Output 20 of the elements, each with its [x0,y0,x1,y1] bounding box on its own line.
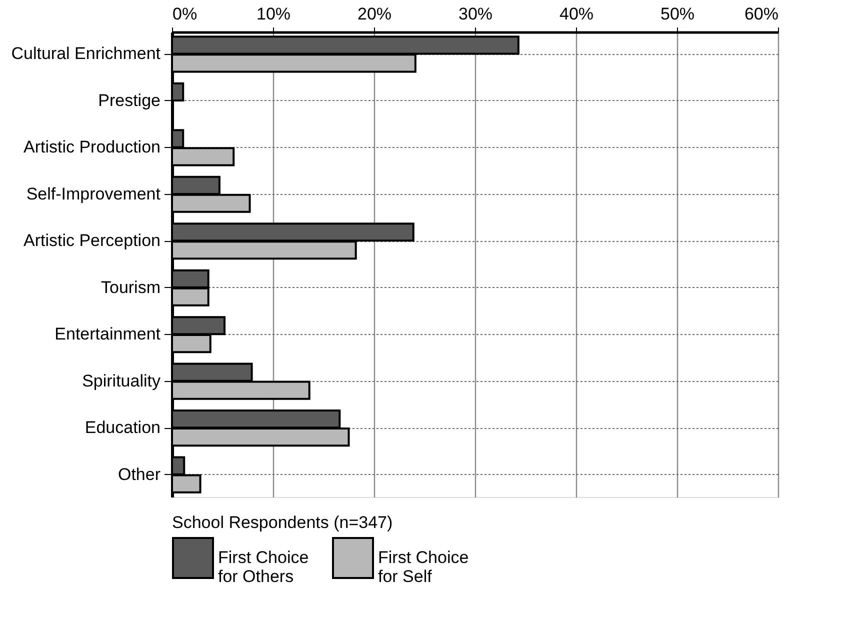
x-tick-label: 0% [172,4,198,24]
x-tick-label: 40% [559,4,594,24]
y-tick-label: Spirituality [82,371,161,390]
legend-label: First Choice for Others [218,548,309,586]
y-tick-label: Tourism [100,278,160,297]
y-tick-label: Artistic Perception [24,231,160,250]
y-tick-label: Other [118,464,161,484]
y-tick-label: Self-Improvement [26,184,161,204]
legend-label: First Choice for Self [378,548,469,586]
x-tick-label: 20% [357,4,392,24]
x-tick-label: 10% [256,4,291,24]
y-tick-label: Education [84,418,160,438]
x-tick-label: 60% [744,4,778,24]
y-tick-label: Artistic Production [24,138,160,157]
y-tick-label: Prestige [98,90,160,110]
legend-title: School Respondents (n=347) [172,513,393,532]
x-tick-label: 50% [660,4,695,24]
x-tick-label: 30% [458,4,493,24]
y-tick-label: Cultural Enrichment [11,44,161,64]
y-tick-label: Entertainment [54,324,161,344]
